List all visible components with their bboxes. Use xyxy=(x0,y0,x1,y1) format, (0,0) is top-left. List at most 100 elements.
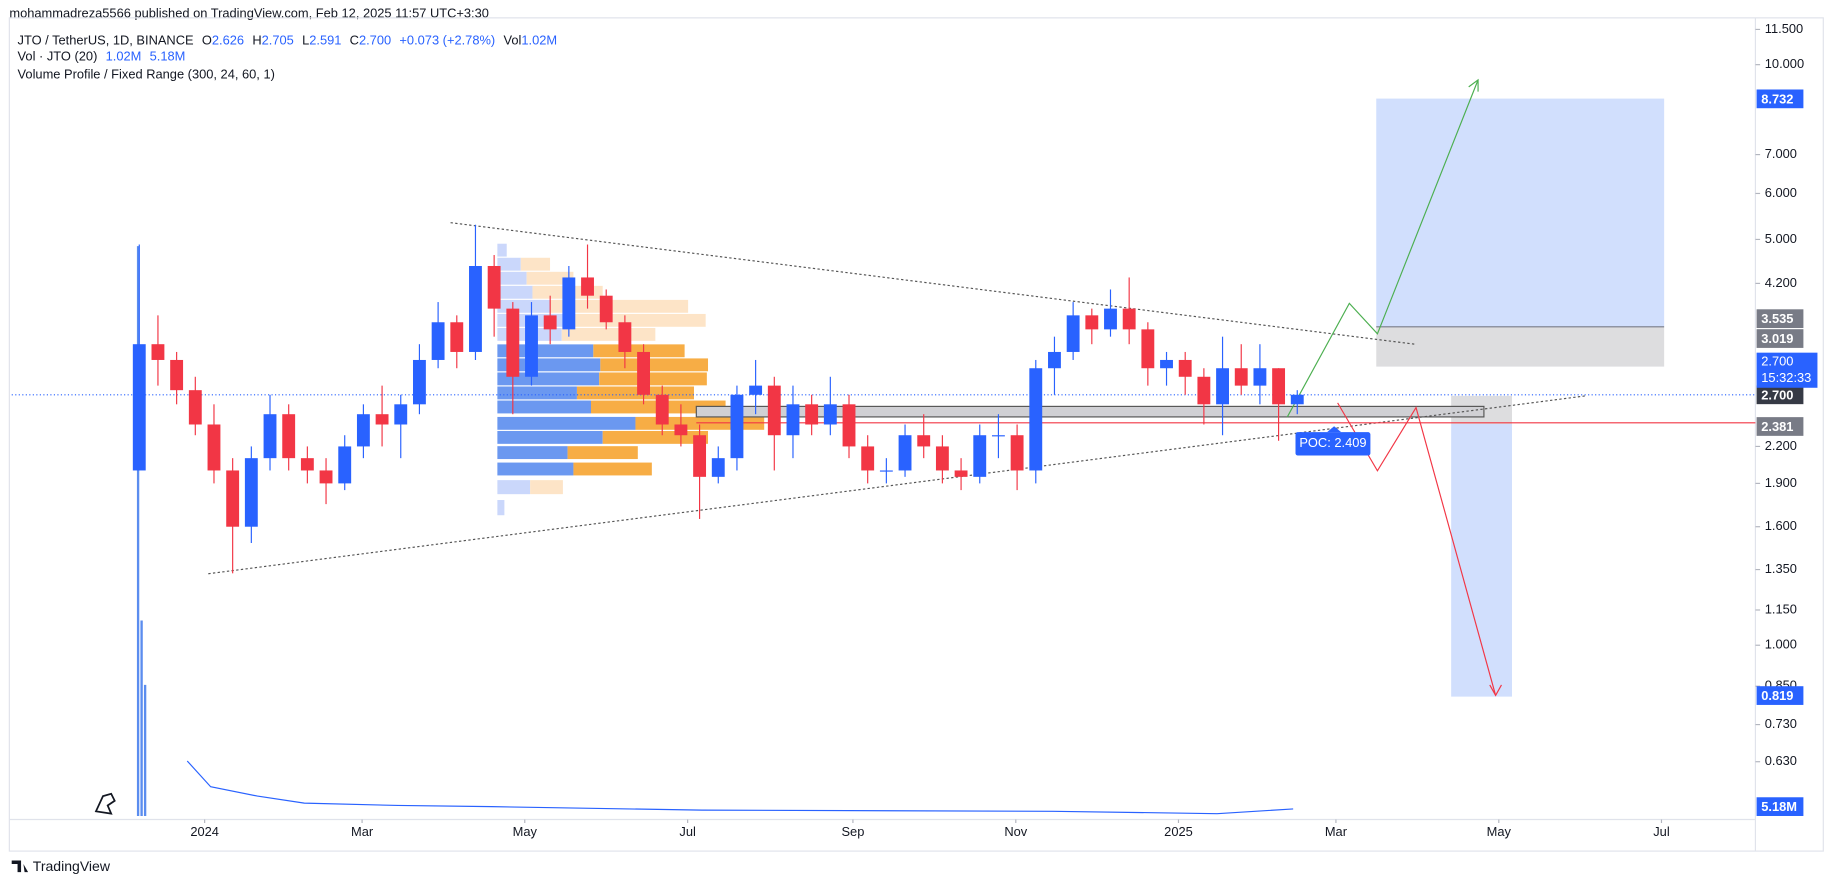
candle-body xyxy=(1160,359,1173,369)
long-stop-zone xyxy=(1376,326,1665,367)
vp-bar xyxy=(497,430,603,444)
candle-body xyxy=(375,414,389,425)
y-tick-label: 0.730 xyxy=(1765,716,1797,731)
vp-bar xyxy=(497,243,507,257)
candle-body xyxy=(469,265,482,352)
bull-path xyxy=(1286,79,1479,418)
published-line: mohammadreza5566 published on TradingVie… xyxy=(9,6,489,21)
candle-body xyxy=(151,344,165,360)
candle-body xyxy=(786,404,800,436)
vol-study-ma: 5.18M xyxy=(150,49,186,64)
candle-body xyxy=(823,404,837,425)
candle-body xyxy=(1272,368,1286,405)
price-label-box xyxy=(1756,309,1804,329)
drawings: POC: 2.409 xyxy=(208,78,1756,697)
y-tick-label: 6.000 xyxy=(1765,185,1797,200)
vp-bar xyxy=(497,271,527,285)
candle-body xyxy=(637,351,650,395)
y-tick-label: 1.150 xyxy=(1765,601,1797,616)
footer-brand: TradingView xyxy=(33,858,111,874)
y-tick-label: 4.200 xyxy=(1765,275,1797,290)
candle-body xyxy=(132,344,146,471)
lower-trendline xyxy=(208,395,1586,575)
candle-body xyxy=(842,404,856,447)
y-tick-label: 1.600 xyxy=(1765,518,1797,533)
price-label-box xyxy=(1756,686,1804,705)
y-tick-label: 7.000 xyxy=(1765,146,1797,161)
vp-bar xyxy=(573,462,652,476)
current-price-label: 2.700 xyxy=(1761,353,1793,368)
x-tick-label: Mar xyxy=(351,824,374,839)
price-label: 3.535 xyxy=(1761,311,1793,326)
vol-study: Vol · JTO (20) xyxy=(18,49,98,64)
vol-key: Vol xyxy=(503,33,521,48)
volume-spike xyxy=(136,246,147,816)
candle-body xyxy=(767,385,781,436)
candle-body xyxy=(655,394,669,425)
candle-body xyxy=(226,470,240,527)
x-tick-label: 2024 xyxy=(190,824,219,839)
plot xyxy=(11,224,1756,574)
vp-bar xyxy=(600,358,709,372)
candle-body xyxy=(207,424,221,471)
countdown-label: 15:32:33 xyxy=(1761,370,1811,385)
current-price-box xyxy=(1756,352,1818,388)
price-label: 2.700 xyxy=(1761,387,1793,402)
x-tick-label: Sep xyxy=(841,824,864,839)
vp-bar xyxy=(567,446,638,460)
candle-body xyxy=(282,414,296,459)
vp-bar xyxy=(497,500,505,516)
candle-body xyxy=(1048,351,1061,369)
candle-body xyxy=(599,295,613,323)
y-tick-label: 11.500 xyxy=(1765,21,1803,36)
candle-body xyxy=(1253,368,1267,386)
volume-ma xyxy=(186,760,1294,815)
chart-frame xyxy=(8,17,1824,852)
high-key: H xyxy=(252,33,261,48)
candle-body xyxy=(1141,329,1155,369)
vol-legend: Vol · JTO (20) 1.02M 5.18M xyxy=(18,49,186,64)
candle-body xyxy=(1010,435,1024,471)
x-tick-label: Nov xyxy=(1004,824,1027,839)
vp-bar xyxy=(550,299,689,313)
x-tick-label: Jul xyxy=(1653,824,1669,839)
vp-bar xyxy=(497,344,594,358)
candle-body xyxy=(898,435,912,471)
candle-body xyxy=(1290,394,1304,405)
vp-bar xyxy=(520,257,551,271)
vp-bar xyxy=(602,430,709,444)
candle-body xyxy=(431,322,445,360)
vol-study-value: 1.02M xyxy=(106,49,142,64)
vp-bar xyxy=(497,416,636,430)
candle-body xyxy=(263,414,277,459)
vp-bar xyxy=(497,480,531,495)
x-tick-label: May xyxy=(513,824,538,839)
candle-body xyxy=(730,394,744,459)
support-band xyxy=(695,405,1485,418)
x-tick-label: May xyxy=(1487,824,1512,839)
candle-body xyxy=(1178,359,1192,377)
y-tick-label: 2.200 xyxy=(1765,438,1797,453)
price-label: 0.819 xyxy=(1761,688,1793,703)
price-label: 8.732 xyxy=(1761,91,1793,106)
candle-body xyxy=(954,470,968,477)
candle-body xyxy=(1104,308,1117,330)
vp-bar xyxy=(497,299,551,313)
volume-label: 5.18M xyxy=(1761,799,1797,814)
vp-bar xyxy=(599,372,707,386)
price-label-box xyxy=(1756,89,1804,109)
candle-body xyxy=(1234,368,1248,386)
vp-bar xyxy=(497,257,521,271)
candle-body xyxy=(487,265,501,309)
poc-box xyxy=(1295,432,1371,456)
poc-label: POC: 2.409 xyxy=(1299,435,1366,450)
low-value: 2.591 xyxy=(309,33,341,48)
low-key: L xyxy=(302,33,309,48)
dino-icon xyxy=(94,792,116,815)
candle-body xyxy=(319,470,333,484)
candle-body xyxy=(525,315,538,377)
y-tick-label: 0.630 xyxy=(1765,753,1797,768)
candle-body xyxy=(861,446,875,471)
candle-body xyxy=(450,322,464,352)
